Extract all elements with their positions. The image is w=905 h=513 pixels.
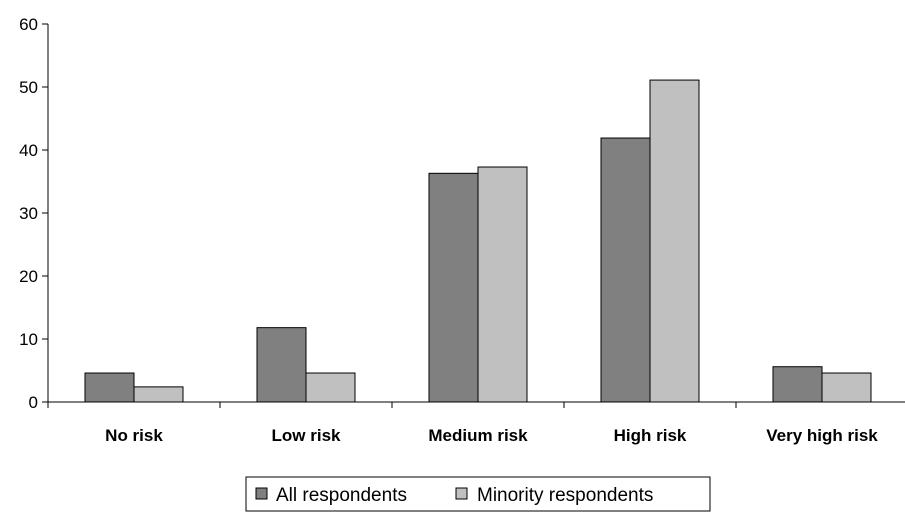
category-labels: No risk Low risk Medium risk High risk Very … [105, 426, 878, 445]
y-tick-label: 40 [19, 141, 38, 160]
bar-minority-respondents [649, 79, 700, 403]
bars [84, 79, 872, 403]
legend-swatch-all-respondents [255, 487, 268, 500]
bar-minority-respondents [477, 166, 528, 403]
bar-all-respondents [428, 172, 479, 403]
y-tick-label: 20 [19, 267, 38, 286]
bar-minority-respondents [305, 372, 356, 403]
legend: All respondents Minority respondents [245, 476, 711, 512]
y-tick-label: 50 [19, 78, 38, 97]
y-tick-label: 10 [19, 330, 38, 349]
legend-swatch-minority-respondents [455, 487, 468, 500]
bar-all-respondents [256, 327, 307, 403]
y-tick-label: 0 [29, 393, 38, 412]
bar-minority-respondents [821, 372, 872, 403]
x-axis [47, 401, 905, 408]
category-label: Low risk [272, 426, 342, 445]
y-axis: 0 10 20 30 40 50 60 [19, 15, 49, 412]
bar-all-respondents [772, 366, 823, 403]
bar-all-respondents [600, 137, 651, 403]
bar-all-respondents [84, 372, 135, 403]
y-tick-label: 60 [19, 15, 38, 34]
category-label: Medium risk [428, 426, 528, 445]
category-label: No risk [105, 426, 163, 445]
category-label: Very high risk [766, 426, 878, 445]
category-label: High risk [614, 426, 687, 445]
legend-box [245, 476, 711, 512]
legend-label-all-respondents: All respondents [276, 485, 407, 506]
bar-minority-respondents [133, 386, 184, 403]
legend-label-minority-respondents: Minority respondents [477, 485, 653, 506]
y-tick-label: 30 [19, 204, 38, 223]
